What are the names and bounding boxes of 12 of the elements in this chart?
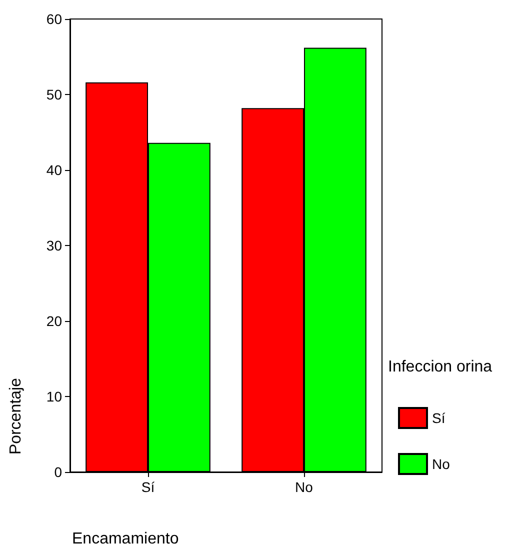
y-tick-label: 0 bbox=[54, 464, 62, 480]
legend-label: No bbox=[432, 456, 450, 472]
y-tick-label: 20 bbox=[46, 313, 62, 329]
y-tick-label: 40 bbox=[46, 162, 62, 178]
legend-label: Sí bbox=[432, 410, 446, 426]
y-tick-label: 60 bbox=[46, 11, 62, 27]
x-axis-title: Encamamiento bbox=[72, 530, 179, 548]
y-tick-label: 10 bbox=[46, 388, 62, 404]
y-tick-label: 30 bbox=[46, 238, 62, 254]
legend-title: Infeccion orina bbox=[388, 358, 492, 376]
y-tick-label: 50 bbox=[46, 86, 62, 102]
y-axis-title: Porcentaje bbox=[8, 378, 24, 454]
